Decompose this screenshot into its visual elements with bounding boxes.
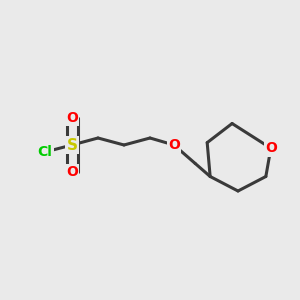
- Text: O: O: [265, 141, 277, 155]
- Text: O: O: [66, 165, 78, 179]
- Text: S: S: [67, 137, 77, 152]
- Text: O: O: [66, 111, 78, 125]
- Text: Cl: Cl: [38, 145, 52, 159]
- Text: O: O: [168, 138, 180, 152]
